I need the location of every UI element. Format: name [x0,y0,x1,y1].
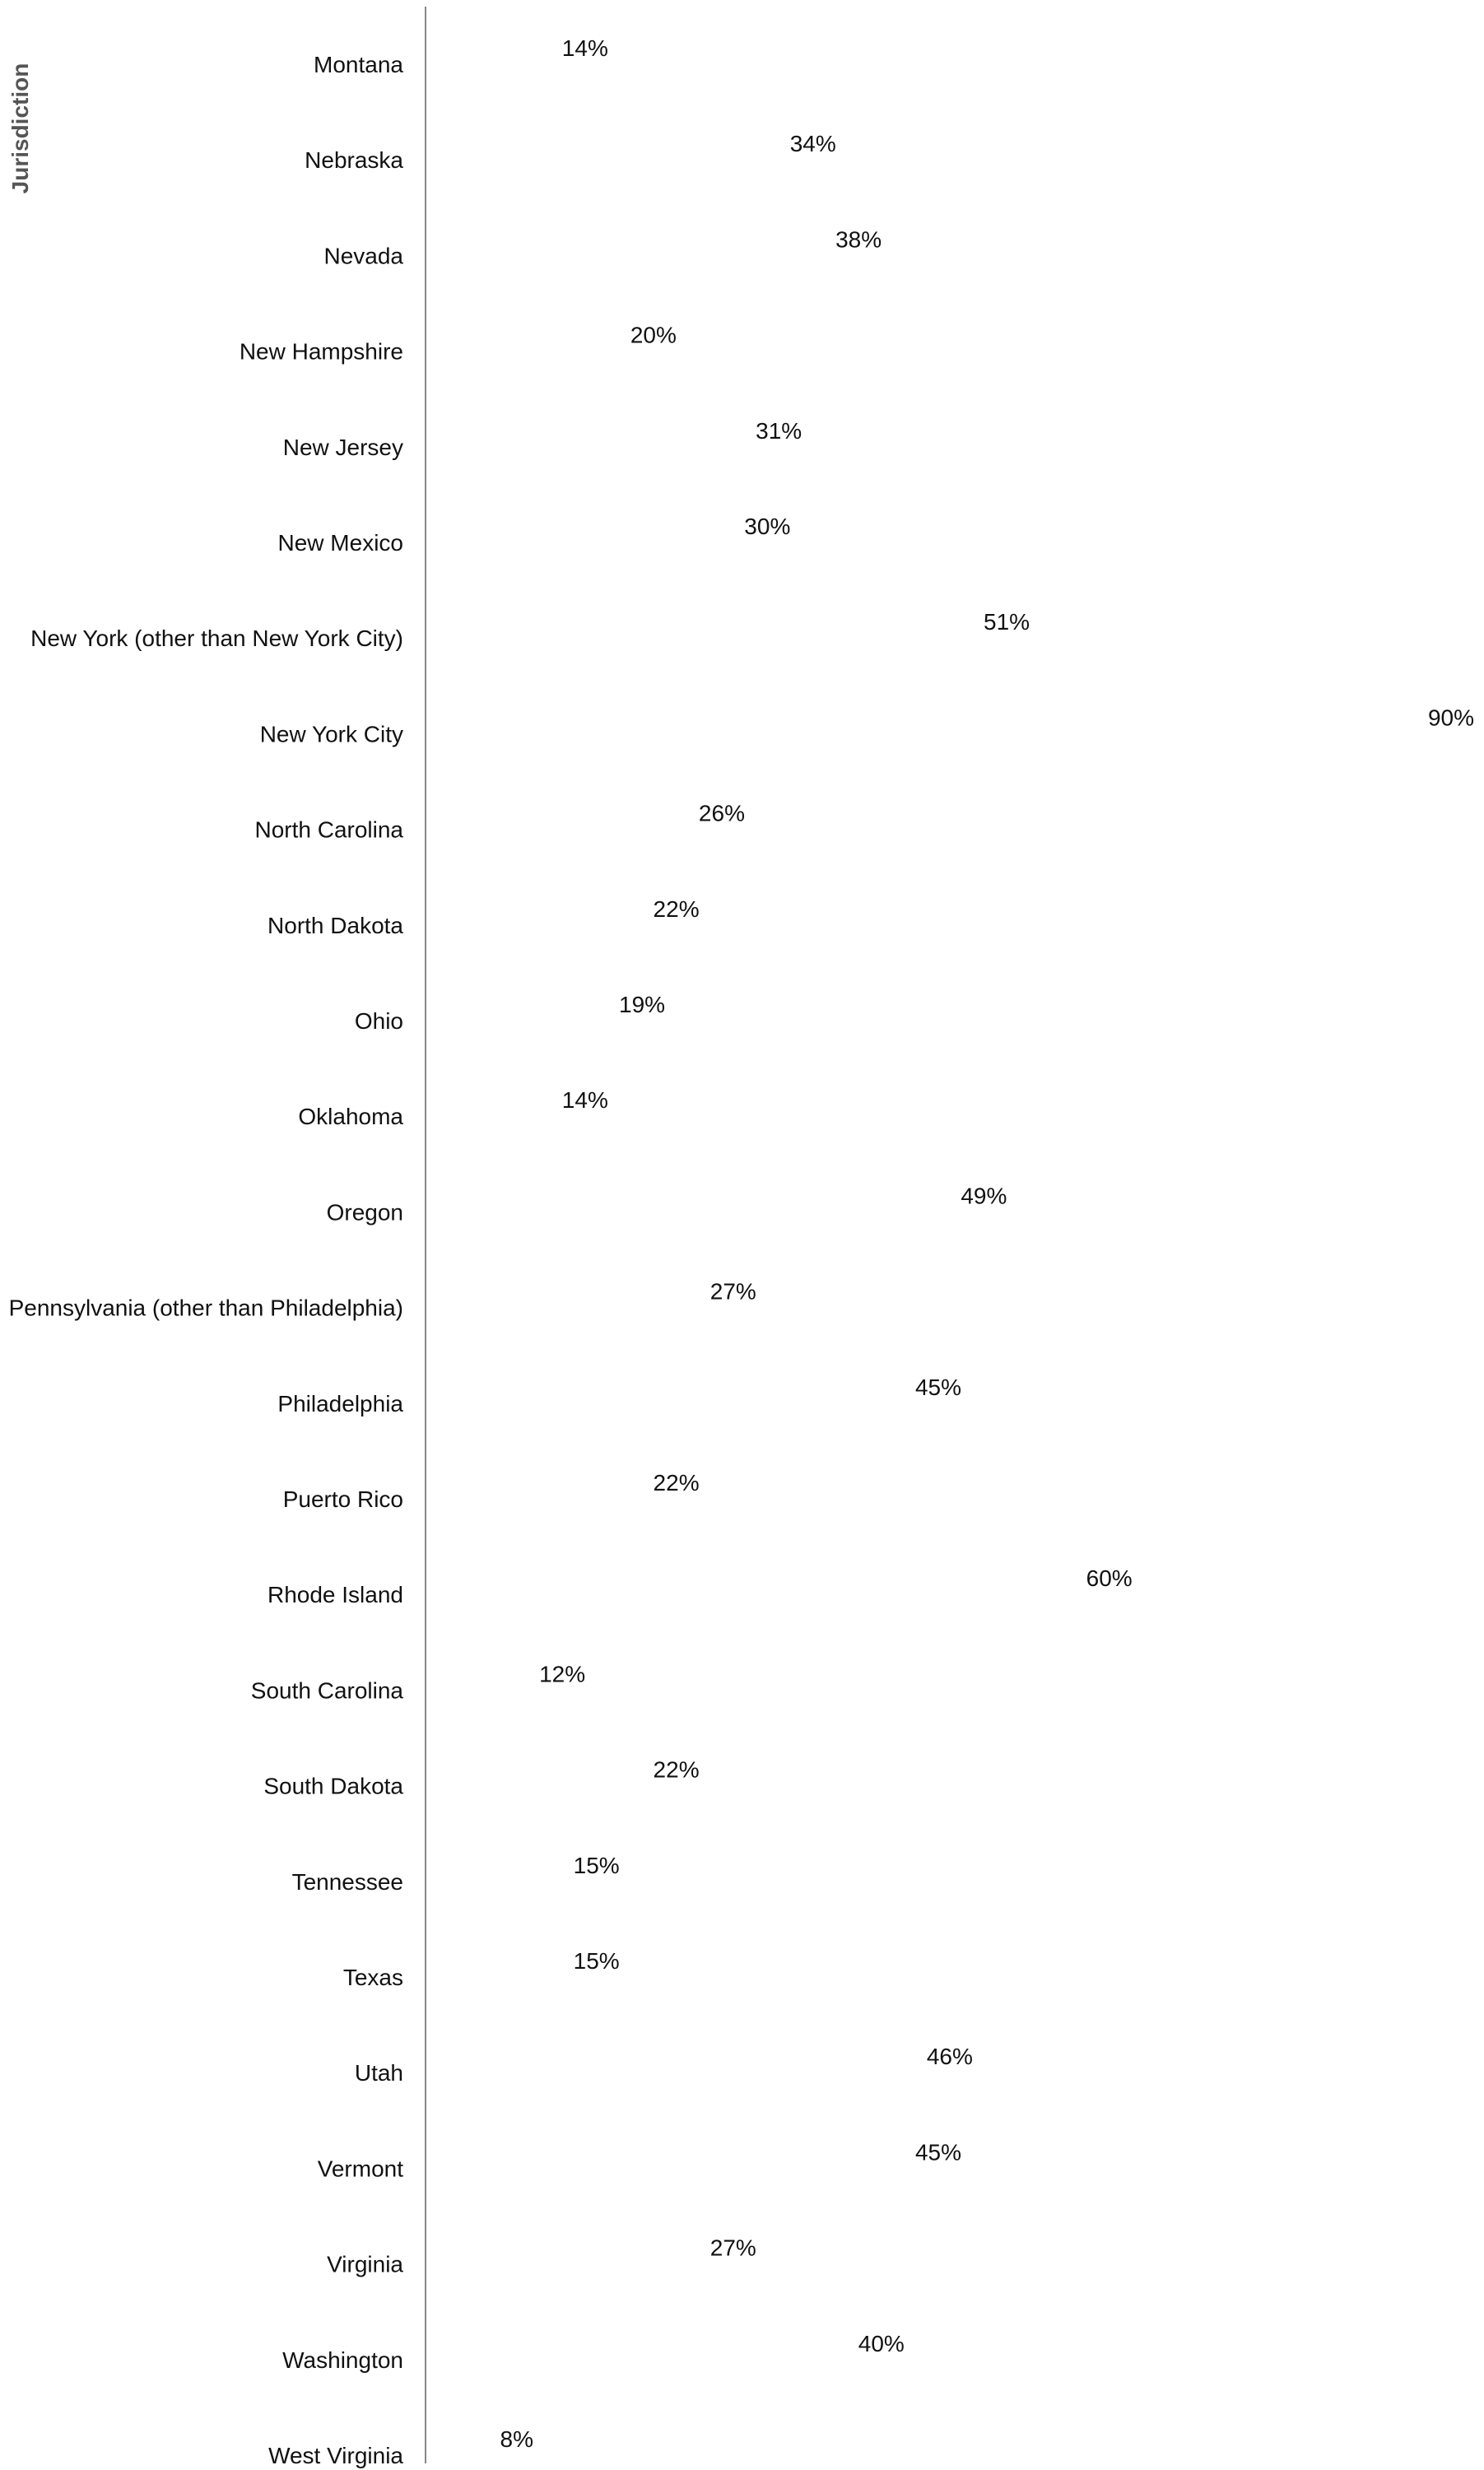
value-label: 19% [619,992,665,1017]
category-label: North Dakota [267,913,403,938]
bar [426,1362,938,1420]
bar [426,1745,677,1802]
value-label: 51% [984,609,1030,635]
value-label: 38% [835,226,882,252]
bar [426,2031,950,2089]
category-label: Rhode Island [267,1582,403,1607]
value-label: 8% [500,2426,533,2452]
bar [426,1840,597,1898]
category-label: Tennessee [292,1869,403,1895]
bar [426,2319,882,2376]
value-label: 90% [1428,705,1474,730]
value-label: 14% [562,1087,608,1113]
value-label: 15% [574,1853,620,1878]
category-label: Nebraska [305,147,403,173]
value-label: 27% [710,1279,756,1305]
value-label: 45% [915,1375,961,1400]
bar [426,406,779,463]
value-label: 40% [858,2331,905,2356]
value-label: 20% [630,323,677,348]
value-label: 22% [654,1757,700,1783]
bar [426,1170,984,1228]
bar [426,884,677,942]
category-label: Oklahoma [298,1104,403,1129]
value-label: 12% [539,1661,585,1686]
bar [426,1936,597,1993]
bar [426,23,585,81]
category-label: New York City [260,721,403,747]
bar [426,979,642,1037]
category-label: New York (other than New York City) [30,626,403,651]
category-labels: Montana Nebraska Nevada New Hampshire New Je… [9,52,404,2468]
value-label: 60% [1086,1565,1133,1591]
value-label: 34% [790,131,836,156]
y-axis-title: Jurisdiction [7,63,33,194]
category-label: West Virginia [268,2443,403,2468]
value-label: 30% [744,514,790,539]
category-label: Oregon [327,1199,403,1225]
category-label: North Carolina [254,817,403,843]
value-label: 14% [562,35,608,61]
bar [426,2223,733,2281]
bar [426,214,858,272]
bars [426,23,1451,2470]
category-label: Ohio [355,1008,403,1034]
bar [426,310,654,368]
category-label: Nevada [323,243,403,268]
bar [426,119,813,176]
bar [426,1458,677,1515]
category-label: New Hampshire [240,339,403,365]
value-label: 27% [710,2235,756,2261]
category-label: New Jersey [283,435,403,460]
value-label: 45% [915,2139,961,2165]
value-label: 31% [756,418,802,444]
bar [426,692,1451,750]
bar [426,597,1007,654]
category-label: Texas [343,1965,403,1990]
bar [426,501,767,559]
value-label: 46% [927,2044,973,2069]
value-label: 49% [961,1183,1007,1208]
value-labels: 14% 34% 38% 20% 31% 30% 51% 90% 26% 22% 19% 14% 49% 2… [500,35,1475,2452]
value-label: 15% [574,1948,620,1974]
category-label: South Carolina [251,1677,404,1703]
bar [426,1075,585,1133]
value-label: 26% [699,801,745,826]
category-label: Montana [314,52,403,77]
value-label: 22% [654,896,700,922]
category-label: Vermont [318,2156,403,2181]
category-label: Virginia [327,2252,403,2277]
category-label: Utah [355,2060,403,2086]
category-label: Washington [282,2347,403,2373]
category-label: Pennsylvania (other than Philadelphia) [9,1295,403,1321]
value-label: 22% [654,1470,700,1495]
bar [426,2127,938,2184]
bar [426,1267,733,1324]
category-label: Puerto Rico [283,1486,403,1512]
category-label: New Mexico [278,530,403,556]
category-label: Philadelphia [277,1391,403,1416]
category-label: South Dakota [263,1774,403,1799]
bar [426,1553,1110,1611]
bar [426,788,722,846]
